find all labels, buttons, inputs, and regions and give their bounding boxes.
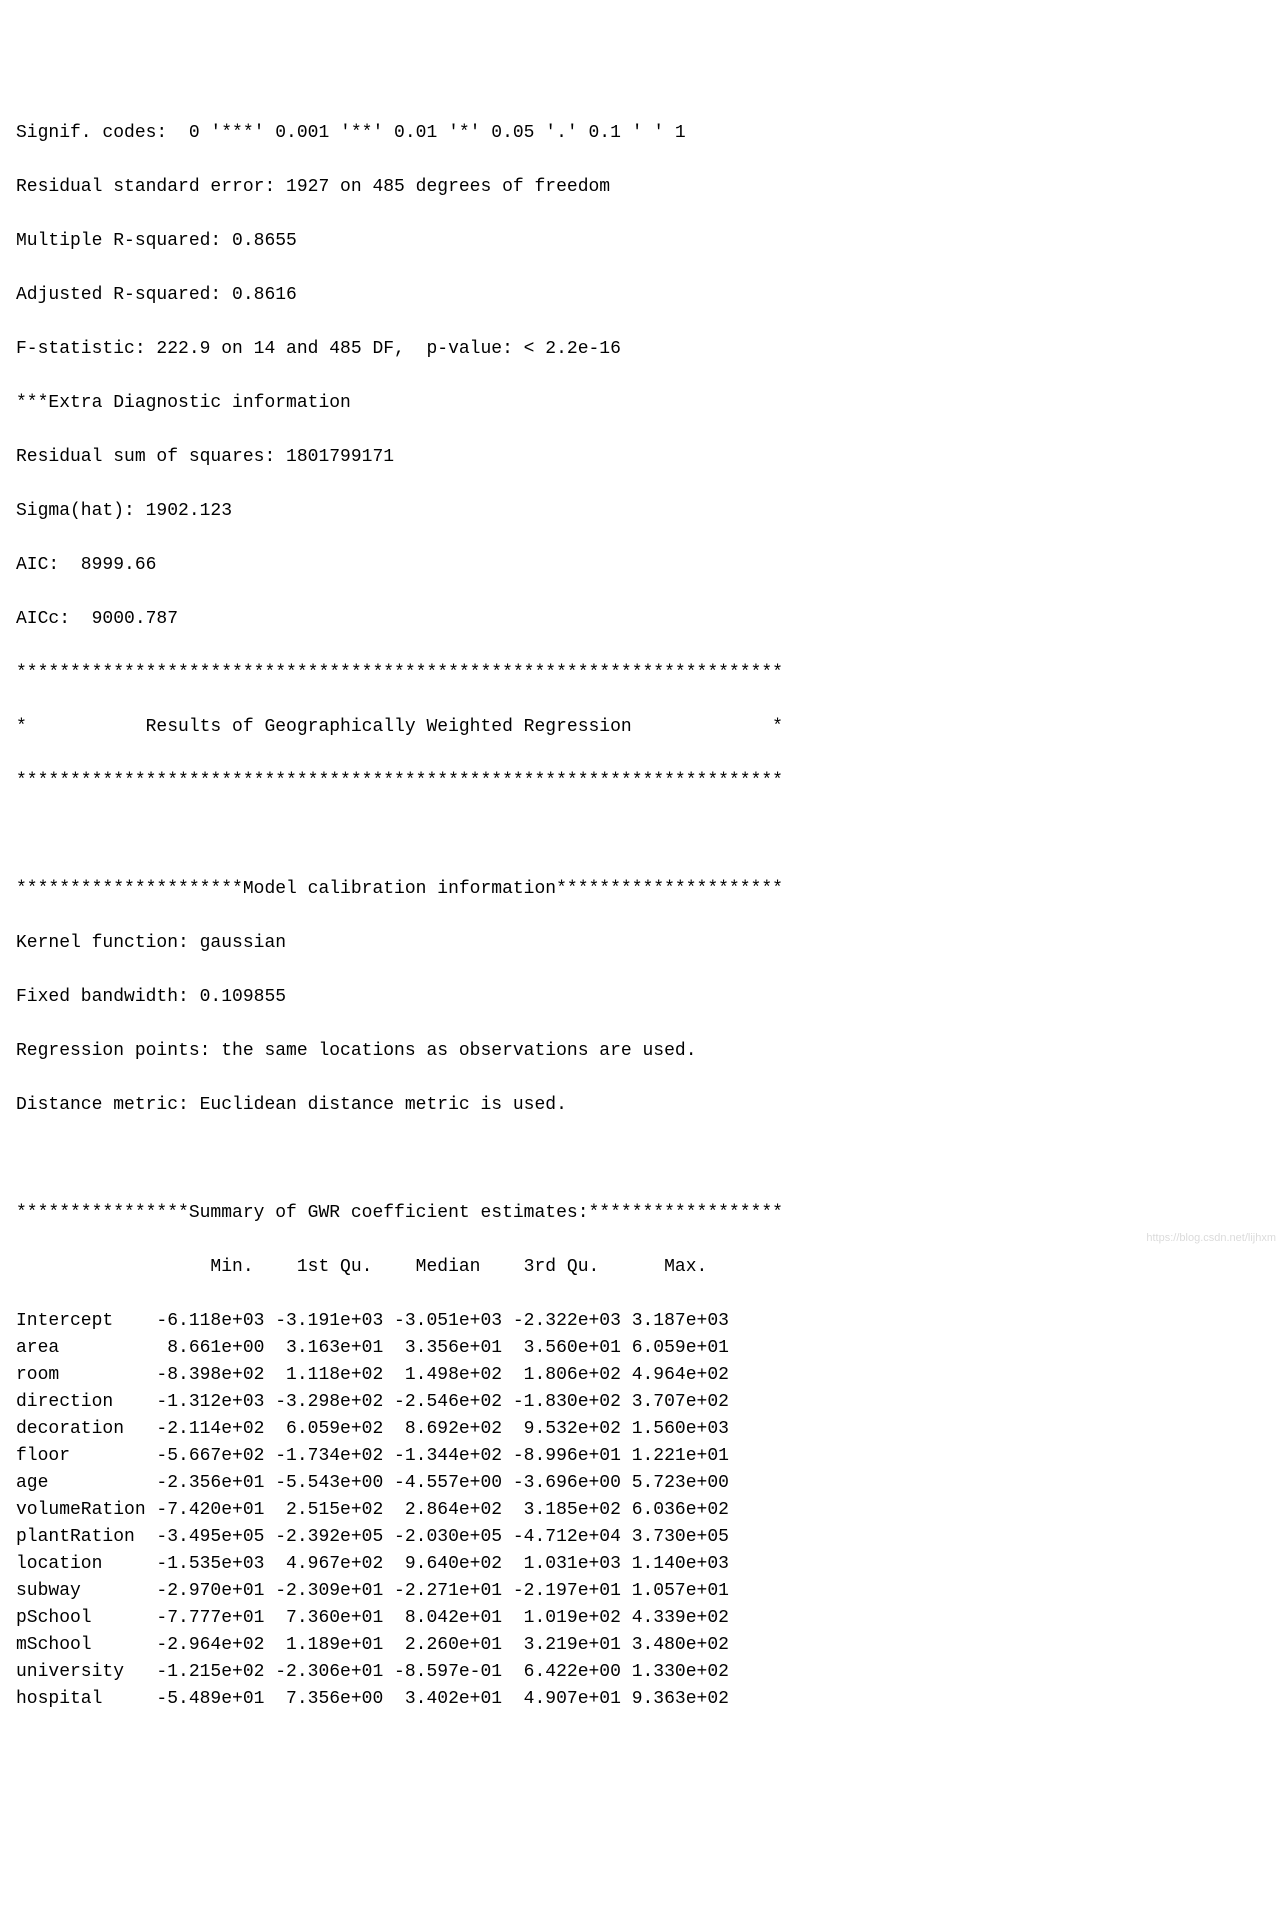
coef-row-intercept: Intercept -6.118e+03 -3.191e+03 -3.051e+… [16, 1308, 1270, 1335]
coef-row-hospital: hospital -5.489e+01 7.356e+00 3.402e+01 … [16, 1686, 1270, 1713]
coef-summary-header-line: ****************Summary of GWR coefficie… [16, 1200, 1270, 1227]
blank-line [16, 822, 1270, 849]
coef-row-subway: subway -2.970e+01 -2.309e+01 -2.271e+01 … [16, 1578, 1270, 1605]
aicc-line: AICc: 9000.787 [16, 606, 1270, 633]
coef-row-mschool: mSchool -2.964e+02 1.189e+01 2.260e+01 3… [16, 1632, 1270, 1659]
calibration-header-line: *********************Model calibration i… [16, 876, 1270, 903]
coef-row-area: area 8.661e+00 3.163e+01 3.356e+01 3.560… [16, 1335, 1270, 1362]
residual-se-line: Residual standard error: 1927 on 485 deg… [16, 174, 1270, 201]
coef-row-pschool: pSchool -7.777e+01 7.360e+01 8.042e+01 1… [16, 1605, 1270, 1632]
rss-line: Residual sum of squares: 1801799171 [16, 444, 1270, 471]
extra-diag-line: ***Extra Diagnostic information [16, 390, 1270, 417]
coef-row-university: university -1.215e+02 -2.306e+01 -8.597e… [16, 1659, 1270, 1686]
blank-line [16, 1146, 1270, 1173]
coef-row-floor: floor -5.667e+02 -1.734e+02 -1.344e+02 -… [16, 1443, 1270, 1470]
watermark-text: https://blog.csdn.net/lijhxm [1146, 1230, 1276, 1247]
coef-row-decoration: decoration -2.114e+02 6.059e+02 8.692e+0… [16, 1416, 1270, 1443]
bandwidth-line: Fixed bandwidth: 0.109855 [16, 984, 1270, 1011]
separator-line: ****************************************… [16, 660, 1270, 687]
coef-row-location: location -1.535e+03 4.967e+02 9.640e+02 … [16, 1551, 1270, 1578]
coef-row-direction: direction -1.312e+03 -3.298e+02 -2.546e+… [16, 1389, 1270, 1416]
regression-points-line: Regression points: the same locations as… [16, 1038, 1270, 1065]
coef-row-room: room -8.398e+02 1.118e+02 1.498e+02 1.80… [16, 1362, 1270, 1389]
distance-metric-line: Distance metric: Euclidean distance metr… [16, 1092, 1270, 1119]
coef-row-plantration: plantRation -3.495e+05 -2.392e+05 -2.030… [16, 1524, 1270, 1551]
coef-row-volumeration: volumeRation -7.420e+01 2.515e+02 2.864e… [16, 1497, 1270, 1524]
coef-table-columns-line: Min. 1st Qu. Median 3rd Qu. Max. [16, 1254, 1270, 1281]
gwr-title-line: * Results of Geographically Weighted Reg… [16, 714, 1270, 741]
coef-row-age: age -2.356e+01 -5.543e+00 -4.557e+00 -3.… [16, 1470, 1270, 1497]
signif-codes-line: Signif. codes: 0 '***' 0.001 '**' 0.01 '… [16, 120, 1270, 147]
f-statistic-line: F-statistic: 222.9 on 14 and 485 DF, p-v… [16, 336, 1270, 363]
separator-line: ****************************************… [16, 768, 1270, 795]
kernel-line: Kernel function: gaussian [16, 930, 1270, 957]
aic-line: AIC: 8999.66 [16, 552, 1270, 579]
adjusted-r2-line: Adjusted R-squared: 0.8616 [16, 282, 1270, 309]
sigma-hat-line: Sigma(hat): 1902.123 [16, 498, 1270, 525]
coef-table-body: Intercept -6.118e+03 -3.191e+03 -3.051e+… [16, 1308, 1270, 1713]
multiple-r2-line: Multiple R-squared: 0.8655 [16, 228, 1270, 255]
